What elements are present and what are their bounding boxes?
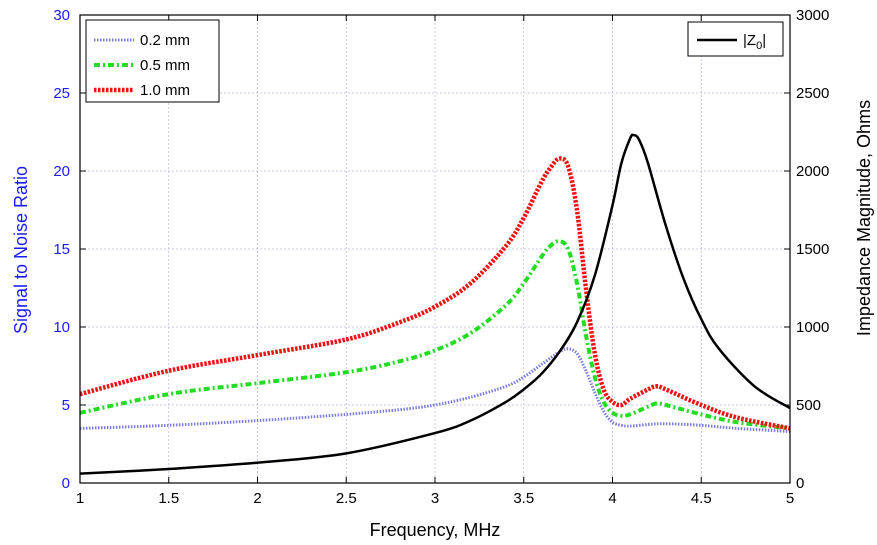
x-tick-label: 2.5 xyxy=(336,490,357,507)
left-tick-label: 20 xyxy=(53,163,70,180)
right-axis-ticks: 0 500 1000 1500 2000 2500 3000 xyxy=(784,7,829,492)
legend-label-0.2mm: 0.2 mm xyxy=(140,32,190,49)
left-tick-label: 15 xyxy=(53,241,70,258)
right-tick-label: 3000 xyxy=(796,7,829,24)
left-tick-label: 25 xyxy=(53,85,70,102)
legend-label-1.0mm: 1.0 mm xyxy=(140,82,190,99)
right-tick-label: 0 xyxy=(796,475,804,492)
x-tick-label: 3.5 xyxy=(513,490,534,507)
x-tick-label: 1.5 xyxy=(158,490,179,507)
left-tick-label: 10 xyxy=(53,319,70,336)
legend-right: |Z0| xyxy=(688,22,783,56)
left-axis-label: Signal to Noise Ratio xyxy=(11,166,31,334)
x-tick-label: 5 xyxy=(786,490,794,507)
left-tick-label: 0 xyxy=(62,475,70,492)
left-tick-label: 5 xyxy=(62,397,70,414)
right-tick-label: 2500 xyxy=(796,85,829,102)
legend-label-0.5mm: 0.5 mm xyxy=(140,57,190,74)
x-tick-label: 4 xyxy=(608,490,616,507)
x-tick-label: 1 xyxy=(76,490,84,507)
x-tick-label: 3 xyxy=(431,490,439,507)
right-tick-label: 2000 xyxy=(796,163,829,180)
right-tick-label: 1500 xyxy=(796,241,829,258)
right-axis-label: Impedance Magnitude, Ohms xyxy=(854,100,874,336)
legend-left: 0.2 mm 0.5 mm 1.0 mm xyxy=(86,20,219,102)
right-tick-label: 500 xyxy=(796,397,821,414)
x-axis-label: Frequency, MHz xyxy=(370,520,501,540)
x-tick-label: 4.5 xyxy=(691,490,712,507)
x-tick-label: 2 xyxy=(253,490,261,507)
right-tick-label: 1000 xyxy=(796,319,829,336)
left-tick-label: 30 xyxy=(53,7,70,24)
